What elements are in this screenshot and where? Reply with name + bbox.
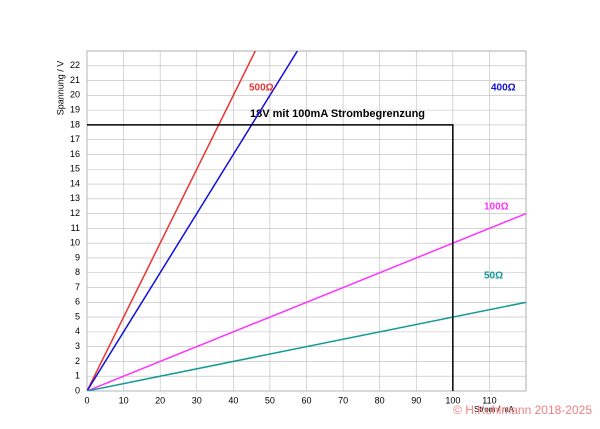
x-tick-label: 0: [84, 395, 89, 405]
x-tick-label: 110: [482, 395, 496, 405]
y-tick-label: 17: [70, 134, 80, 144]
y-tick-label: 10: [70, 238, 80, 248]
x-tick-label: 40: [228, 395, 238, 405]
legend-label: 100Ω: [484, 202, 509, 213]
y-tick-label: 4: [75, 326, 80, 336]
watermark: © H.Kuhlmann 2018-2025: [453, 403, 592, 417]
x-tick-label: 10: [119, 395, 129, 405]
y-tick-label: 6: [75, 297, 80, 307]
y-tick-label: 3: [75, 341, 80, 351]
y-tick-label: 13: [70, 193, 80, 203]
y-tick-label: 2: [75, 356, 80, 366]
legend-label: 500Ω: [249, 83, 274, 94]
series-lines: [87, 51, 526, 391]
limit-line: [87, 124, 454, 391]
x-tick-label: 90: [411, 395, 421, 405]
y-tick-label: 15: [70, 164, 80, 174]
y-tick-label: 16: [70, 149, 80, 159]
y-axis-label: Spannung / V: [55, 61, 65, 116]
y-tick-label: 22: [70, 60, 80, 70]
y-tick-label: 14: [70, 178, 80, 188]
y-tick-label: 19: [70, 105, 80, 115]
x-tick-label: 20: [155, 395, 165, 405]
legend-label: 50Ω: [484, 271, 503, 282]
y-tick-label: 5: [75, 311, 80, 321]
x-tick-label: 30: [192, 395, 202, 405]
legend-label: 400Ω: [491, 83, 516, 94]
x-tick-label: 60: [301, 395, 311, 405]
x-axis-label: Strom / mA: [474, 405, 515, 414]
x-tick-label: 50: [265, 395, 275, 405]
series-line: [87, 51, 256, 391]
x-tick-label: 100: [445, 395, 460, 405]
y-tick-label: 8: [75, 267, 80, 277]
y-tick-label: 12: [70, 208, 80, 218]
y-tick-label: 11: [71, 223, 80, 233]
y-tick-label: 9: [75, 252, 80, 262]
series-line: [87, 51, 298, 391]
y-tick-label: 21: [70, 75, 80, 85]
y-tick-label: 7: [75, 282, 80, 292]
x-tick-label: 70: [338, 395, 348, 405]
x-tick-label: 80: [375, 395, 385, 405]
annotation-text: 18V mit 100mA Strombegrenzung: [250, 108, 425, 120]
y-tick-label: 20: [70, 90, 80, 100]
y-tick-label: 18: [70, 119, 80, 129]
y-tick-label: 0: [75, 385, 80, 395]
y-tick-label: 1: [75, 371, 80, 381]
